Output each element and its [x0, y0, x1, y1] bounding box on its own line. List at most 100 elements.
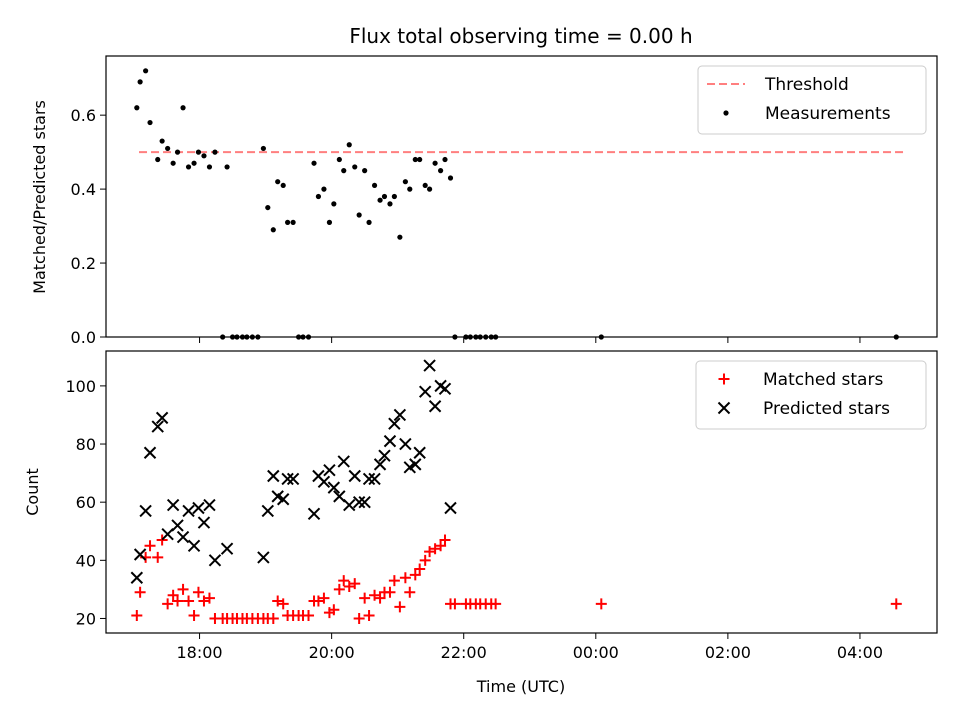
- data-marker: [277, 598, 289, 610]
- data-marker: [369, 589, 381, 601]
- data-marker: [343, 580, 355, 592]
- legend-box: [695, 360, 927, 430]
- data-marker: [203, 592, 215, 604]
- series-matched-stars: [131, 534, 902, 624]
- legend-label: Threshold: [764, 75, 849, 95]
- data-point: [417, 156, 423, 163]
- data-marker: [424, 546, 436, 558]
- data-marker: [444, 501, 457, 515]
- data-point: [275, 179, 281, 185]
- y-tick-label: 40: [76, 551, 96, 570]
- data-marker: [152, 551, 164, 563]
- data-point: [426, 186, 433, 192]
- ratio-axes-frame: [105, 55, 938, 338]
- legend-label: Matched stars: [763, 370, 883, 390]
- legend-box: [697, 65, 927, 135]
- data-marker: [353, 612, 365, 624]
- data-point: [270, 227, 276, 233]
- data-point: [191, 160, 197, 166]
- data-marker: [435, 540, 447, 552]
- data-marker: [384, 586, 396, 598]
- y-tick-label: 0.2: [71, 254, 96, 273]
- y-tick-label: 80: [76, 435, 96, 454]
- data-marker: [409, 458, 422, 471]
- data-marker: [197, 516, 211, 529]
- data-point: [201, 153, 207, 159]
- data-marker: [374, 592, 386, 604]
- data-marker: [172, 595, 184, 607]
- data-marker: [363, 610, 375, 622]
- data-marker: [187, 539, 201, 552]
- data-marker: [428, 400, 442, 413]
- legend-marker: [717, 401, 731, 415]
- data-point: [341, 168, 347, 174]
- data-point: [315, 193, 322, 200]
- data-marker: [438, 382, 452, 396]
- data-marker: [343, 498, 356, 512]
- data-point: [346, 142, 352, 148]
- data-marker: [890, 598, 902, 610]
- data-marker: [171, 519, 184, 532]
- data-point: [352, 164, 358, 170]
- data-marker: [156, 534, 168, 546]
- data-marker: [307, 507, 321, 521]
- data-marker: [388, 417, 401, 430]
- count-marks: [130, 359, 902, 624]
- data-marker: [261, 504, 275, 518]
- data-marker: [373, 458, 387, 471]
- data-marker: [362, 472, 376, 486]
- data-point: [402, 179, 408, 185]
- data-marker: [439, 534, 451, 546]
- data-point: [260, 145, 266, 152]
- data-marker: [323, 463, 336, 477]
- data-marker: [333, 490, 346, 503]
- data-marker: [267, 612, 279, 624]
- data-point: [422, 182, 428, 189]
- data-marker: [139, 504, 152, 518]
- data-marker: [327, 481, 341, 494]
- data-point: [159, 138, 165, 144]
- data-marker: [281, 472, 294, 486]
- data-marker: [267, 469, 280, 483]
- data-point: [206, 164, 213, 170]
- data-marker: [167, 589, 179, 601]
- legend-label: Measurements: [765, 104, 891, 124]
- data-point: [185, 164, 192, 170]
- x-tick-label: 20:00: [309, 643, 355, 662]
- data-marker: [368, 472, 381, 486]
- data-marker: [409, 569, 421, 581]
- data-marker: [348, 469, 361, 483]
- data-point: [174, 149, 181, 155]
- data-marker: [352, 495, 366, 509]
- data-point: [195, 149, 202, 155]
- data-marker: [134, 586, 146, 598]
- y-tick-label: 100: [65, 377, 96, 396]
- data-marker: [449, 598, 461, 610]
- y-tick-label: 60: [76, 493, 96, 512]
- data-marker: [413, 446, 426, 459]
- data-marker: [130, 571, 144, 584]
- data-marker: [177, 583, 189, 595]
- data-marker: [399, 572, 411, 584]
- data-marker: [162, 598, 174, 610]
- series-predicted-stars: [130, 359, 457, 584]
- ratio-panel: Flux total observing time = 0.00 h Match…: [30, 24, 938, 347]
- data-marker: [399, 437, 412, 451]
- data-marker: [328, 604, 340, 616]
- data-point: [321, 186, 327, 192]
- data-point: [147, 119, 153, 126]
- data-marker: [208, 554, 222, 567]
- data-marker: [312, 595, 324, 607]
- data-marker: [490, 598, 502, 610]
- data-point: [326, 219, 333, 225]
- data-marker: [144, 540, 156, 552]
- data-point: [391, 193, 397, 200]
- data-point: [280, 182, 286, 189]
- data-marker: [404, 586, 416, 598]
- data-marker: [303, 610, 315, 622]
- data-marker: [318, 592, 330, 604]
- data-marker: [276, 493, 290, 506]
- data-point: [381, 193, 388, 200]
- legend-label: Predicted stars: [763, 399, 890, 419]
